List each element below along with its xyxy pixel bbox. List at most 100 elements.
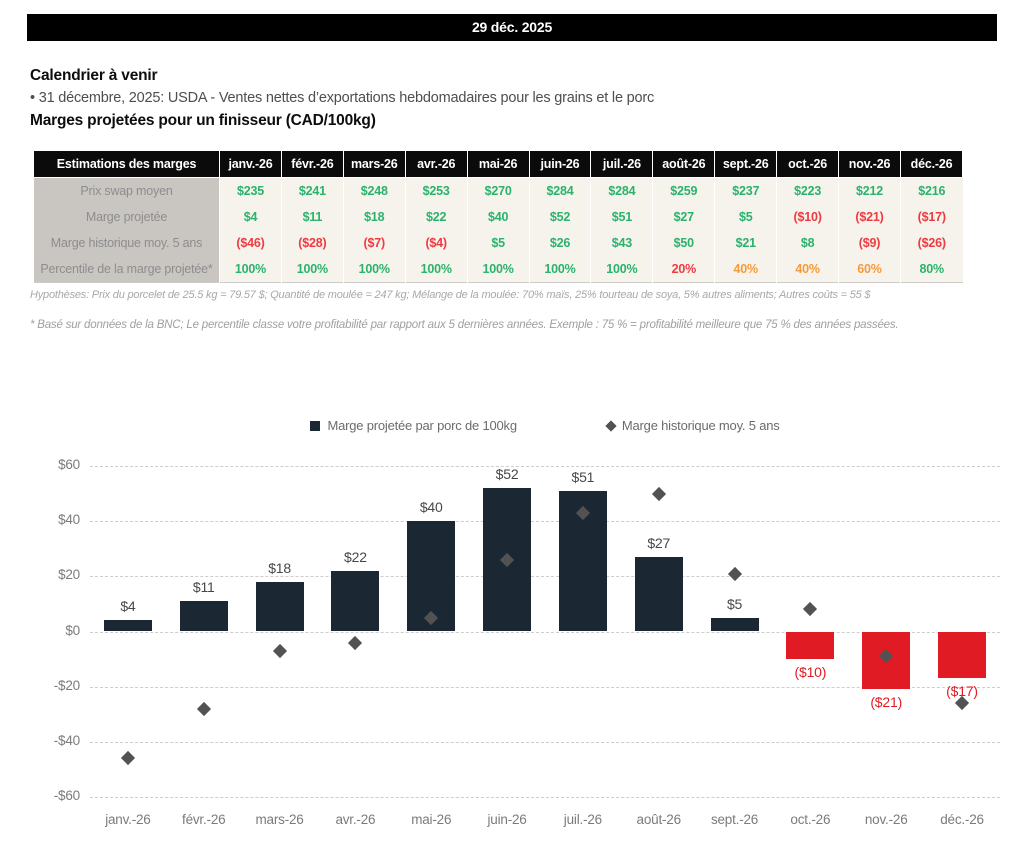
y-tick-label: -$60 — [53, 788, 80, 803]
bar-value-label: $22 — [344, 548, 367, 565]
legend-item-diamond: Marge historique moy. 5 ans — [605, 418, 780, 433]
table-body: Prix swap moyen $235 $241 $248 $253 $270 $284 $… — [33, 177, 963, 283]
y-tick-label: $0 — [65, 622, 80, 638]
table-cell: $22 — [404, 204, 468, 230]
table-cell: 100% — [404, 256, 468, 283]
table-month-header: févr.-26 — [280, 150, 344, 178]
table-row: Marge historique moy. 5 ans ($46) ($28) ($7… — [33, 230, 963, 256]
chart-column: $27 — [621, 466, 697, 797]
chart-column: $52 — [469, 466, 545, 797]
table-header-row: Estimations des marges janv.-26 févr.-26 ma… — [33, 150, 964, 178]
table-cell: $8 — [776, 230, 839, 256]
table-cell: ($9) — [838, 230, 901, 256]
table-cell: 100% — [280, 256, 344, 283]
x-tick-label: mars-26 — [255, 812, 304, 827]
table-cell: ($26) — [899, 230, 963, 256]
chart-column: $40 — [393, 466, 469, 797]
table-cell: 100% — [528, 256, 591, 283]
table-cell: $50 — [652, 230, 715, 256]
row-label: Marge projetée — [33, 204, 220, 230]
gridline — [90, 741, 1000, 743]
calendar-heading: Calendrier à venir — [30, 67, 158, 84]
chart-column: $22 — [317, 466, 393, 797]
projected-margin-bar — [103, 620, 152, 632]
table-cell: 100% — [219, 256, 282, 283]
table-month-header: oct.-26 — [776, 150, 840, 178]
table-cell: $248 — [342, 177, 406, 204]
table-cell: 40% — [714, 256, 777, 283]
table-cell: ($4) — [404, 230, 468, 256]
x-tick-label: oct.-26 — [790, 812, 831, 827]
historical-margin-diamond — [120, 751, 135, 766]
legend-label-diamond: Marge historique moy. 5 ans — [621, 418, 780, 433]
projected-margin-bar — [710, 617, 759, 632]
bar-series-swatch-icon — [310, 420, 321, 431]
chart-column: ($17) — [924, 466, 1000, 797]
table-cell: ($46) — [219, 230, 282, 256]
bar-value-label: $4 — [120, 598, 136, 615]
plot-area: $4 $11 $18 $22 $40 $52 $51 $27 $5 ($10) ($21) ($17) — [90, 466, 1000, 798]
bar-value-label: $18 — [268, 559, 291, 576]
table-row: Percentile de la marge projetée* 100% 100%… — [33, 256, 963, 283]
table-row: Prix swap moyen $235 $241 $248 $253 $270 $284 $… — [33, 177, 963, 204]
x-axis: janv.-26 févr.-26 mars-26 avr.-26 mai-26 juin… — [90, 812, 1000, 827]
table-cell: $51 — [590, 204, 653, 230]
table-month-header: juin-26 — [528, 150, 592, 178]
historical-margin-diamond — [727, 566, 742, 581]
table-cell: ($10) — [776, 204, 839, 230]
table-month-header: nov.-26 — [838, 150, 901, 178]
bar-value-label: $27 — [647, 535, 671, 552]
table-cell: 100% — [590, 256, 653, 283]
table-month-header: mars-26 — [342, 150, 406, 178]
table-cell: ($7) — [342, 230, 406, 256]
table-cell: $5 — [714, 204, 777, 230]
table-cell: $253 — [404, 177, 468, 204]
gridline — [90, 521, 1000, 523]
table-cell: ($21) — [838, 204, 901, 230]
report-date-bar: 29 déc. 2025 — [27, 14, 997, 41]
table-cell: $259 — [652, 177, 715, 204]
table-cell: 40% — [776, 256, 839, 283]
x-tick-label: nov.-26 — [864, 812, 908, 827]
table-cell: $18 — [342, 204, 406, 230]
bar-value-label: $51 — [571, 468, 595, 485]
table-cell: $270 — [466, 177, 530, 204]
table-cell: $52 — [528, 204, 591, 230]
table-cell: ($17) — [899, 204, 963, 230]
table-month-header: déc.-26 — [899, 150, 964, 178]
chart-column: $4 — [90, 466, 166, 797]
table-month-header: sept.-26 — [714, 150, 778, 178]
margins-chart: Marge projetée par porc de 100kg Marge h… — [30, 418, 1005, 848]
historical-margin-diamond — [803, 602, 818, 617]
chart-column: $11 — [166, 466, 242, 797]
table-row: Marge projetée $4 $11 $18 $22 $40 $52 $51 $27 $5(… — [33, 204, 963, 230]
assumptions-note: Hypothèses: Prix du porcelet de 25.5 kg … — [30, 289, 871, 301]
table-cell: $235 — [219, 177, 282, 204]
table-corner-header: Estimations des marges — [33, 150, 220, 178]
x-tick-label: juin-26 — [487, 812, 527, 827]
bar-value-label: ($10) — [794, 664, 827, 681]
table-cell: $237 — [714, 177, 777, 204]
chart-legend: Marge projetée par porc de 100kg Marge h… — [90, 418, 1000, 433]
table-cell: $40 — [466, 204, 530, 230]
projected-margin-bar — [331, 570, 380, 632]
x-tick-label: déc.-26 — [940, 812, 984, 827]
legend-label-bar: Marge projetée par porc de 100kg — [327, 418, 517, 433]
percentile-footnote: * Basé sur données de la BNC; Le percent… — [30, 319, 899, 331]
historical-margin-diamond — [348, 635, 363, 650]
table-cell: $27 — [652, 204, 715, 230]
chart-column: ($21) — [848, 466, 924, 797]
bar-value-label: ($17) — [946, 683, 978, 700]
bar-value-label: $5 — [726, 595, 743, 612]
margins-table: Estimations des marges janv.-26 févr.-26 ma… — [33, 150, 964, 283]
row-label: Prix swap moyen — [33, 177, 220, 204]
gridline — [90, 466, 1000, 467]
table-cell: 80% — [899, 256, 963, 283]
x-tick-label: mai-26 — [411, 812, 452, 827]
chart-columns: $4 $11 $18 $22 $40 $52 $51 $27 $5 ($10) ($21) ($17) — [90, 466, 1000, 797]
historical-margin-diamond — [272, 643, 287, 658]
y-tick-label: $20 — [58, 567, 80, 583]
table-cell: $241 — [280, 177, 344, 204]
projected-margin-bar — [786, 631, 835, 660]
row-label: Percentile de la marge projetée* — [33, 256, 220, 283]
